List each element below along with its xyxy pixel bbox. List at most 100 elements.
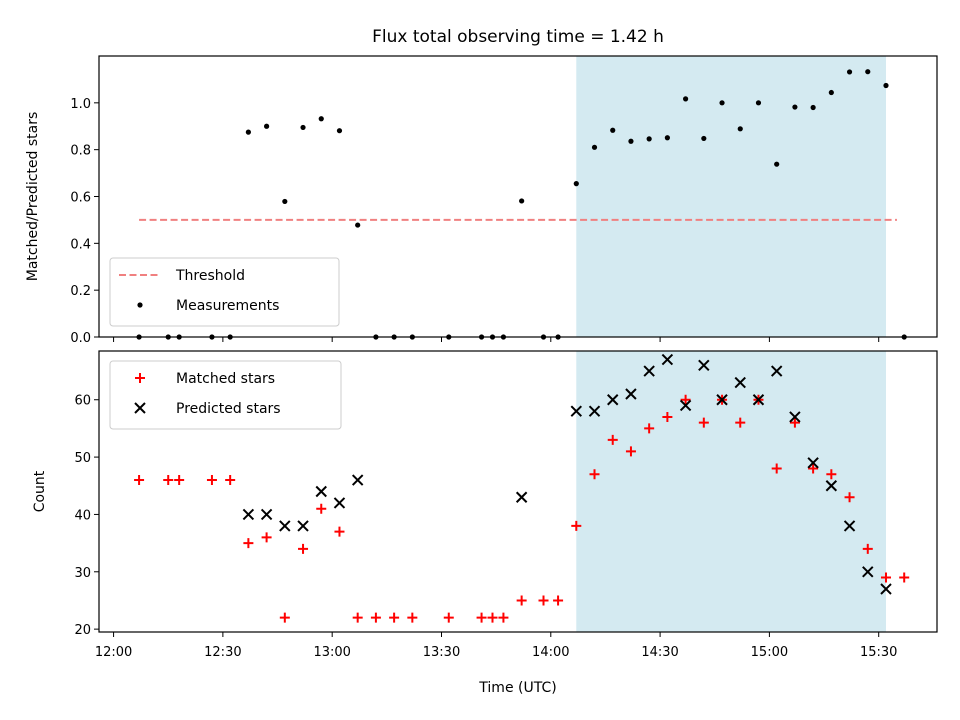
data-point xyxy=(789,411,801,423)
data-point xyxy=(661,353,674,366)
data-point xyxy=(174,475,185,486)
data-point xyxy=(443,612,454,623)
data-point xyxy=(570,405,583,417)
x-tick-label: 13:00 xyxy=(313,645,350,660)
data-point xyxy=(862,543,873,554)
data-point xyxy=(553,595,564,606)
data-point xyxy=(516,595,527,606)
observing-window-band xyxy=(576,351,886,632)
data-point xyxy=(607,394,619,406)
data-point xyxy=(407,612,418,623)
x-axis-label: Time (UTC) xyxy=(478,680,556,696)
legend-marker xyxy=(134,402,146,414)
data-point xyxy=(538,595,549,606)
data-point xyxy=(643,365,655,377)
legend-label: Measurements xyxy=(176,298,279,314)
data-point xyxy=(680,394,691,405)
data-point xyxy=(755,100,762,106)
data-point xyxy=(279,612,290,623)
series-matched-stars xyxy=(134,394,910,623)
data-point xyxy=(571,520,582,531)
data-point xyxy=(846,69,853,75)
data-point xyxy=(206,475,217,486)
data-point xyxy=(134,475,145,486)
data-point xyxy=(243,538,254,549)
panel-2: 20 30 40 50 60 12:00 12:30 13:00 13:30 14:00 14:30… xyxy=(32,350,938,660)
y-tick-label: 20 xyxy=(74,623,91,638)
data-point xyxy=(752,394,765,406)
data-point xyxy=(628,138,634,144)
legend: Matched stars Predicted stars xyxy=(109,360,342,430)
x-tick-label: 15:30 xyxy=(860,645,897,660)
legend-box xyxy=(109,360,342,430)
data-point xyxy=(844,492,855,503)
data-point xyxy=(351,474,364,486)
data-point xyxy=(644,423,655,434)
data-point xyxy=(880,572,891,583)
data-point xyxy=(774,161,780,167)
data-point xyxy=(261,532,272,543)
data-point xyxy=(683,96,689,102)
y-tick-label: 0.2 xyxy=(70,284,91,299)
data-point xyxy=(716,394,728,406)
data-point xyxy=(792,104,798,110)
data-point xyxy=(843,520,856,532)
data-point xyxy=(282,198,288,205)
data-point xyxy=(737,126,743,132)
data-point xyxy=(662,411,673,422)
data-point xyxy=(625,388,637,400)
data-point xyxy=(807,457,819,469)
legend-label: Predicted stars xyxy=(176,401,281,417)
data-point xyxy=(245,129,251,135)
data-point xyxy=(298,543,309,554)
y-tick-label: 0.8 xyxy=(70,144,91,159)
data-point xyxy=(476,612,487,623)
data-point xyxy=(370,612,381,623)
data-point xyxy=(610,127,616,133)
y-tick-label: 50 xyxy=(74,451,91,466)
x-tick-label: 12:00 xyxy=(95,645,132,660)
data-point xyxy=(825,480,838,492)
legend-box xyxy=(109,257,340,327)
data-point xyxy=(334,526,345,537)
data-point xyxy=(264,123,270,129)
data-point xyxy=(698,417,709,428)
x-tick-label: 12:30 xyxy=(204,645,241,660)
data-point xyxy=(646,136,652,142)
data-point xyxy=(862,566,874,578)
data-point xyxy=(770,365,783,377)
data-point xyxy=(225,475,236,486)
data-point xyxy=(771,463,782,474)
legend-marker xyxy=(137,302,143,308)
y-axis-label: Count xyxy=(32,470,48,512)
data-point xyxy=(880,583,892,595)
data-point xyxy=(808,463,819,474)
y-tick-label: 1.0 xyxy=(70,97,91,112)
series-predicted-stars xyxy=(242,353,892,595)
y-tick-label: 0.6 xyxy=(70,191,91,206)
data-point xyxy=(519,198,525,204)
data-point xyxy=(297,520,309,532)
y-axis-label: Matched/Predicted stars xyxy=(25,112,41,282)
data-point xyxy=(588,405,601,417)
data-point xyxy=(389,612,400,623)
data-point xyxy=(333,497,346,509)
y-tick-label: 0.4 xyxy=(70,237,91,252)
chart-layer: 0.0 0.2 0.4 0.6 0.8 1.0 Matched/Predicted star… xyxy=(25,55,938,660)
data-point xyxy=(300,124,306,131)
x-tick-label: 13:30 xyxy=(423,645,460,660)
observing-window-band xyxy=(576,56,886,337)
legend-marker xyxy=(135,373,145,383)
data-point xyxy=(242,508,255,521)
data-point xyxy=(591,144,598,150)
y-tick-label: 0.0 xyxy=(70,331,91,346)
data-point xyxy=(515,491,528,503)
x-tick-label: 14:30 xyxy=(641,645,678,660)
data-point xyxy=(607,434,618,445)
data-point xyxy=(625,446,636,457)
data-point xyxy=(899,572,910,583)
panel-1: 0.0 0.2 0.4 0.6 0.8 1.0 Matched/Predicted star… xyxy=(25,55,938,346)
data-point xyxy=(315,485,327,498)
data-point xyxy=(316,503,327,514)
